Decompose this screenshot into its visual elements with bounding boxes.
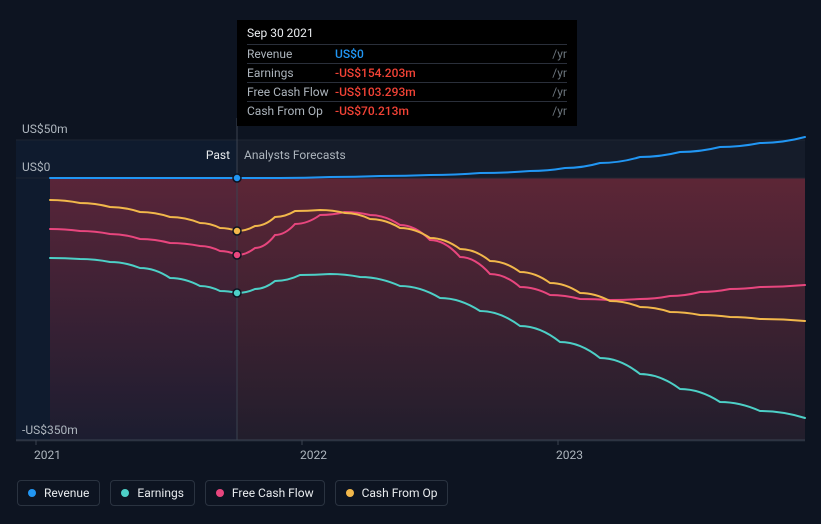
legend-label: Cash From Op — [362, 486, 438, 500]
x-axis-label: 2022 — [300, 448, 327, 462]
x-axis-label: 2023 — [556, 448, 583, 462]
tooltip-row-value: -US$154.203m — [335, 66, 548, 80]
tooltip-row-suffix: /yr — [552, 66, 567, 80]
legend-item[interactable]: Free Cash Flow — [205, 480, 325, 506]
tooltip-row-value: -US$70.213m — [335, 104, 548, 118]
legend-item[interactable]: Cash From Op — [335, 480, 449, 506]
legend-label: Revenue — [44, 486, 89, 500]
y-axis-label: -US$350m — [22, 423, 78, 437]
legend-swatch — [216, 489, 224, 497]
hover-tooltip: Sep 30 2021 RevenueUS$0/yrEarnings-US$15… — [237, 20, 577, 126]
tooltip-row: Cash From Op-US$70.213m/yr — [247, 101, 567, 120]
tooltip-row-label: Earnings — [247, 66, 335, 80]
tooltip-row-value: -US$103.293m — [335, 85, 548, 99]
legend-label: Free Cash Flow — [232, 486, 314, 500]
legend-item[interactable]: Revenue — [17, 480, 100, 506]
x-axis-label: 2021 — [34, 448, 61, 462]
tooltip-row-suffix: /yr — [552, 85, 567, 99]
tooltip-row-value: US$0 — [335, 47, 548, 61]
financial-chart: Sep 30 2021 RevenueUS$0/yrEarnings-US$15… — [0, 0, 821, 524]
tooltip-row: RevenueUS$0/yr — [247, 44, 567, 63]
chart-legend: Revenue Earnings Free Cash Flow Cash From O… — [17, 480, 448, 506]
tooltip-row-label: Cash From Op — [247, 104, 335, 118]
tooltip-row-suffix: /yr — [552, 47, 567, 61]
tooltip-row: Free Cash Flow-US$103.293m/yr — [247, 82, 567, 101]
tooltip-row-label: Free Cash Flow — [247, 85, 335, 99]
tooltip-row-suffix: /yr — [552, 104, 567, 118]
tooltip-row: Earnings-US$154.203m/yr — [247, 63, 567, 82]
legend-item[interactable]: Earnings — [110, 480, 195, 506]
tooltip-date: Sep 30 2021 — [247, 26, 567, 44]
y-axis-label: US$50m — [22, 122, 68, 136]
legend-swatch — [28, 489, 36, 497]
legend-swatch — [121, 489, 129, 497]
y-axis-label: US$0 — [22, 160, 50, 174]
legend-swatch — [346, 489, 354, 497]
forecasts-region-label: Analysts Forecasts — [244, 148, 444, 162]
tooltip-row-label: Revenue — [247, 47, 335, 61]
legend-label: Earnings — [137, 486, 184, 500]
past-region-label: Past — [50, 148, 230, 162]
